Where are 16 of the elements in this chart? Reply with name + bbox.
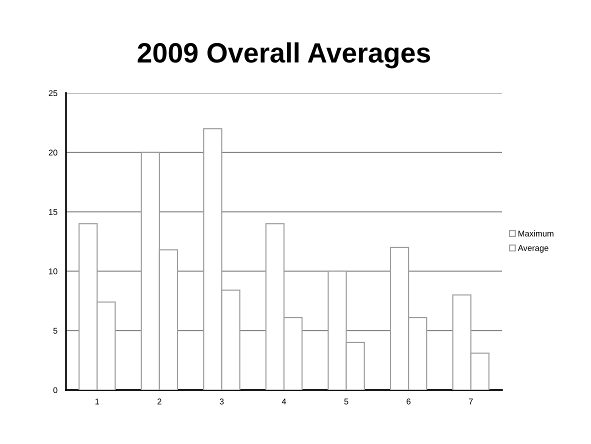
x-tick-label: 6 xyxy=(406,398,411,404)
x-tick-label: 5 xyxy=(344,398,348,404)
legend-label: Average xyxy=(518,245,548,253)
y-tick-label: 0 xyxy=(53,387,58,394)
y-tick-label: 15 xyxy=(49,209,58,215)
y-tick-label: 10 xyxy=(49,268,58,274)
y-tick-label: 25 xyxy=(48,90,58,96)
x-tick-label: 1 xyxy=(95,398,100,404)
x-tick-label: 4 xyxy=(282,398,286,404)
y-tick-label: 20 xyxy=(48,150,58,156)
chart-title: 2009 Overall Averages xyxy=(138,42,430,68)
x-tick-label: 7 xyxy=(468,398,473,404)
y-tick-label: 5 xyxy=(53,328,58,334)
legend-label: Maximum xyxy=(518,230,554,237)
x-tick-label: 2 xyxy=(158,398,162,404)
x-tick-label: 3 xyxy=(220,398,224,404)
